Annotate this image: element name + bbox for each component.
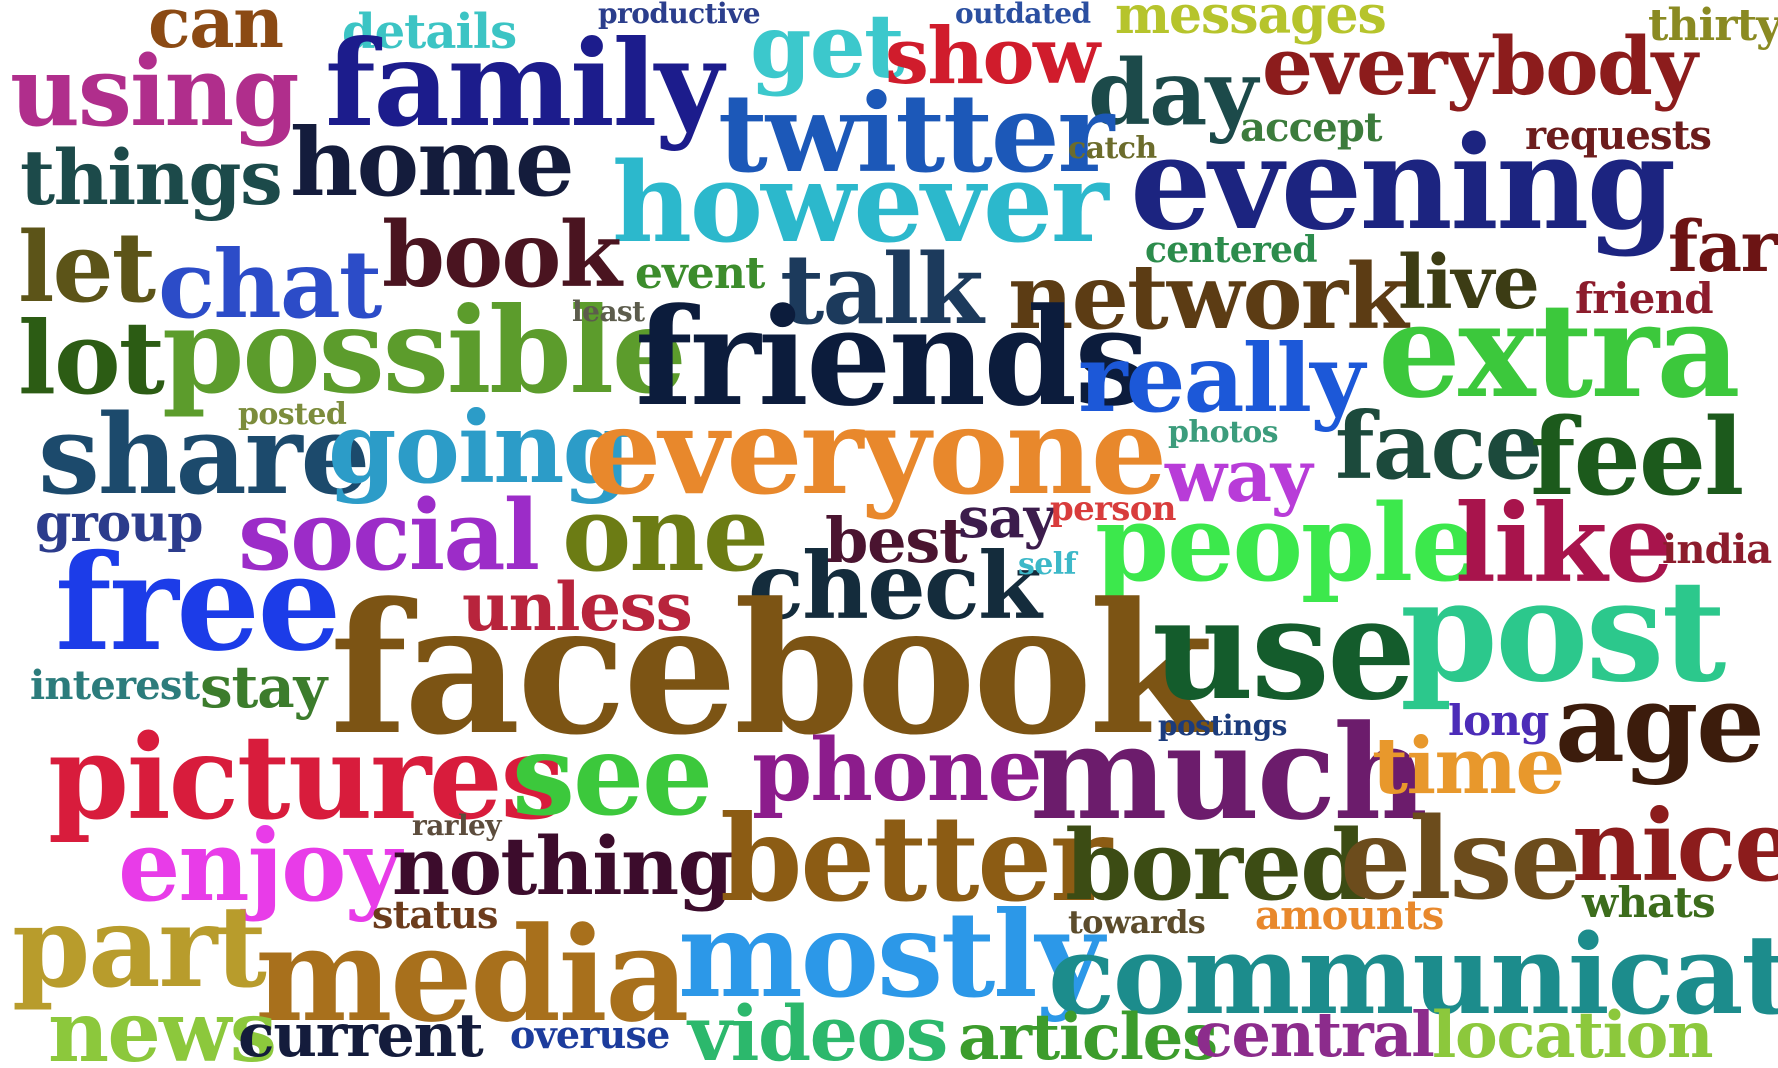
- word-everyone: everyone: [585, 381, 1167, 522]
- word-home: home: [290, 108, 575, 218]
- word-friends: friends: [635, 278, 1150, 436]
- word-whats: whats: [1582, 878, 1716, 927]
- word-however: however: [612, 138, 1109, 267]
- word-stay: stay: [200, 653, 327, 721]
- word-nice: nice: [1572, 789, 1778, 904]
- word-free: free: [55, 526, 341, 681]
- word-catch: catch: [1068, 131, 1157, 166]
- word-let: let: [18, 211, 156, 324]
- word-pictures: pictures: [48, 710, 566, 846]
- word-time: time: [1372, 721, 1565, 812]
- word-communicate: communicate: [1048, 910, 1778, 1039]
- word-like: like: [1455, 481, 1674, 607]
- word-bored: bored: [1065, 809, 1367, 922]
- word-group: group: [35, 493, 203, 554]
- word-say: say: [958, 485, 1056, 551]
- word-friend: friend: [1575, 274, 1714, 323]
- word-show: show: [885, 11, 1100, 102]
- word-outdated: outdated: [955, 0, 1091, 30]
- word-media: media: [255, 898, 689, 1051]
- word-everybody: everybody: [1262, 19, 1698, 113]
- word-productive: productive: [598, 0, 761, 30]
- word-current: current: [238, 1001, 484, 1068]
- word-social: social: [238, 479, 540, 592]
- word-messages: messages: [1115, 0, 1387, 46]
- word-extra: extra: [1378, 274, 1741, 427]
- word-facebook: facebook: [330, 564, 1214, 775]
- word-much: much: [1030, 696, 1428, 849]
- word-live: live: [1398, 240, 1540, 326]
- word-location: location: [1432, 998, 1714, 1068]
- word-way: way: [1165, 433, 1313, 518]
- word-can: can: [148, 0, 284, 64]
- word-accept: accept: [1240, 104, 1383, 151]
- word-videos: videos: [688, 989, 948, 1068]
- word-network: network: [1008, 244, 1409, 350]
- word-india: india: [1662, 526, 1772, 573]
- word-else: else: [1340, 794, 1581, 925]
- word-face: face: [1335, 392, 1543, 500]
- word-news: news: [48, 982, 277, 1068]
- word-postings: postings: [1158, 709, 1287, 742]
- word-things: things: [20, 133, 283, 222]
- word-interest: interest: [30, 662, 200, 709]
- word-book: book: [382, 202, 622, 308]
- word-feel: feel: [1530, 394, 1744, 519]
- word-central: central: [1195, 998, 1435, 1068]
- word-centered: centered: [1145, 229, 1318, 271]
- word-lot: lot: [18, 299, 165, 417]
- word-family: family: [325, 14, 724, 153]
- word-one: one: [562, 472, 769, 595]
- word-talk: talk: [780, 233, 984, 346]
- word-articles: articles: [958, 1000, 1218, 1068]
- word-really: really: [1078, 324, 1365, 434]
- word-rarley: rarley: [412, 809, 502, 842]
- word-thirty: thirty: [1648, 0, 1778, 51]
- word-mostly: mostly: [678, 885, 1104, 1024]
- word-posted: posted: [238, 397, 347, 432]
- word-going: going: [328, 391, 631, 506]
- word-share: share: [38, 390, 370, 519]
- word-amounts: amounts: [1255, 892, 1444, 939]
- word-best: best: [825, 504, 968, 577]
- word-phone: phone: [752, 720, 1042, 821]
- word-self: self: [1018, 547, 1076, 582]
- word-twitter: twitter: [718, 71, 1114, 197]
- word-nothing: nothing: [392, 819, 734, 913]
- word-part: part: [12, 882, 267, 1013]
- word-event: event: [635, 248, 765, 299]
- word-age: age: [1555, 661, 1765, 787]
- word-details: details: [342, 4, 517, 60]
- word-overuse: overuse: [510, 1012, 670, 1057]
- word-evening: evening: [1130, 109, 1676, 259]
- word-people: people: [1095, 480, 1478, 605]
- word-post: post: [1400, 550, 1726, 714]
- word-possible: possible: [162, 281, 687, 420]
- word-towards: towards: [1068, 903, 1206, 941]
- word-photos: photos: [1168, 415, 1279, 450]
- word-using: using: [10, 35, 300, 148]
- word-day: day: [1088, 40, 1258, 146]
- word-check: check: [748, 532, 1042, 640]
- word-enjoy: enjoy: [118, 809, 402, 924]
- word-unless: unless: [462, 568, 693, 646]
- word-requests: requests: [1525, 112, 1712, 159]
- word-least: least: [572, 295, 645, 328]
- word-use: use: [1152, 568, 1416, 732]
- word-better: better: [720, 789, 1112, 928]
- word-get: get: [750, 0, 905, 98]
- word-status: status: [372, 892, 498, 937]
- word-see: see: [512, 710, 713, 841]
- word-far: far: [1668, 205, 1778, 288]
- word-long: long: [1448, 696, 1549, 745]
- word-person: person: [1050, 489, 1176, 529]
- word-chat: chat: [158, 230, 382, 340]
